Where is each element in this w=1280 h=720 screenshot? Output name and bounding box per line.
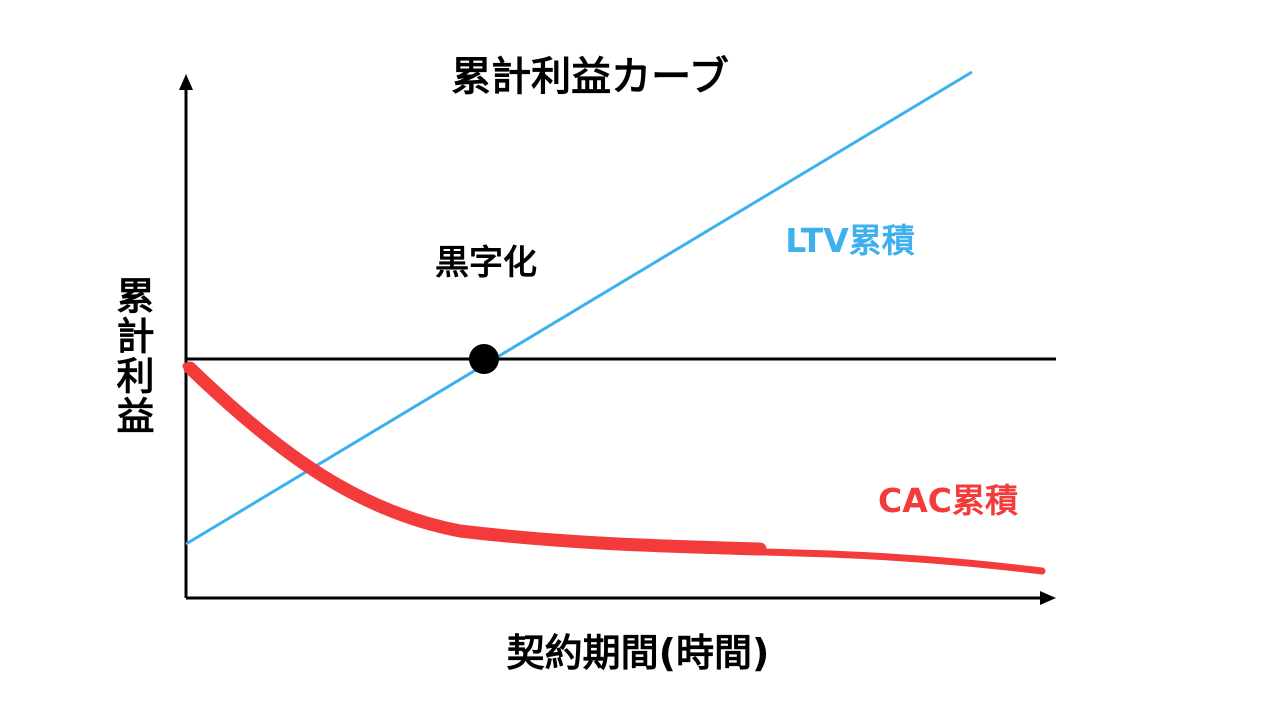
x-axis-arrowhead	[1040, 591, 1056, 605]
breakeven-point	[469, 344, 499, 374]
ltv-cumulative-line	[185, 70, 973, 546]
breakeven-label: 黒字化	[435, 243, 537, 283]
cac-cumulative-curve-heavy	[183, 361, 767, 556]
y-axis-arrowhead	[179, 74, 193, 90]
diagram-title: 累計利益カーブ	[451, 54, 729, 100]
ltv-label: LTV累積	[785, 221, 915, 260]
cac-label: CAC累積	[878, 481, 1018, 520]
x-axis-label: 契約期間(時間)	[507, 631, 770, 675]
y-axis-label: 累計利益	[110, 276, 154, 436]
